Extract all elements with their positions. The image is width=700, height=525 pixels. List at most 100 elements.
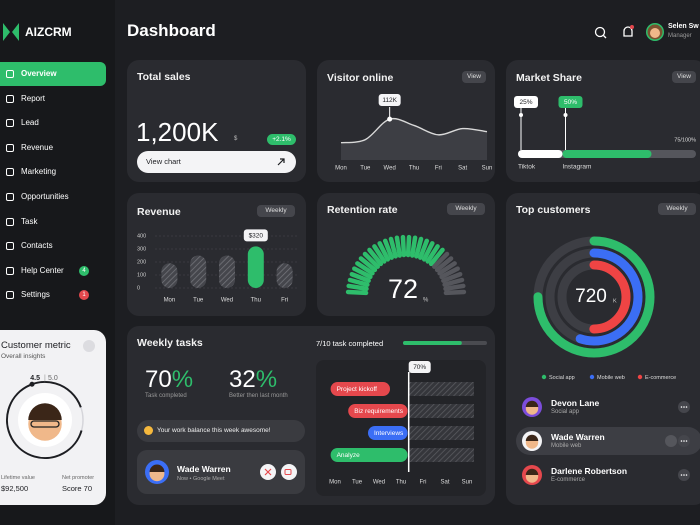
gauge-segment (441, 271, 463, 283)
metric-title: Customer metric (1, 340, 71, 351)
nav-item[interactable]: Task (0, 210, 106, 234)
header-icons (594, 23, 664, 41)
gauge-segment (442, 277, 465, 287)
sales-unit: $ (234, 136, 238, 142)
x-tick-label: Mon (329, 480, 341, 486)
nav-label: Settings (21, 290, 50, 300)
gauge-segment (410, 235, 418, 258)
x-tick-label: Mon (164, 298, 176, 304)
x-tick-label: Sat (458, 166, 467, 172)
period-button[interactable]: Weekly (447, 203, 485, 215)
menu-dot (685, 406, 688, 408)
y-tick-label: 400 (137, 233, 146, 239)
nav-item[interactable]: Lead (0, 111, 106, 135)
nav-item[interactable]: Contacts (0, 234, 106, 258)
share-value-label: 50% (564, 99, 577, 106)
ring-arc (533, 236, 655, 358)
gantt-label: Project kickoff (337, 386, 378, 393)
card-title: Revenue (137, 206, 181, 218)
stat-figure: 32% (229, 366, 277, 394)
meeting-name: Wade Warren (177, 464, 231, 474)
menu-dot (683, 474, 685, 476)
nav-label: Task (21, 216, 38, 226)
rating-dot (29, 381, 35, 387)
stat-label: Task completed (145, 393, 187, 399)
total-sales-card: Total sales 1,200K $ +2.1% View chart (127, 60, 306, 182)
label-pill (378, 94, 401, 106)
view-button[interactable]: View (672, 71, 696, 83)
share-value-label: 25% (519, 99, 532, 106)
user-name: Selen Sw (668, 23, 699, 30)
nav-icon (6, 168, 14, 177)
avatar-hair (525, 434, 539, 441)
gauge-segment (421, 241, 435, 262)
share-badge (558, 96, 583, 108)
gantt-label: Analyze (337, 452, 361, 459)
gauge-segment (355, 261, 375, 276)
stat-unit: % (255, 366, 278, 393)
view-chart-button[interactable]: View chart (137, 151, 296, 173)
menu-dot (680, 474, 683, 476)
legend-dot (637, 374, 643, 380)
x-tick-label: Tue (360, 166, 371, 172)
gantt-remaining (408, 426, 474, 440)
period-button[interactable]: Weekly (257, 205, 295, 217)
legend-label: Social app (549, 375, 575, 381)
nav-item[interactable]: Marketing (0, 160, 106, 184)
nav-label: Opportunities (21, 192, 69, 201)
gauge-segment (367, 247, 384, 267)
nav-label: Lead (21, 118, 39, 128)
x-tick-label: Fri (435, 166, 442, 172)
nav-item[interactable]: Revenue (0, 136, 106, 160)
market-chart: 25% Tiktok 50% Instagram 75/100% (514, 96, 696, 171)
gauge-segment (400, 234, 407, 258)
card-title: Retention rate (327, 204, 398, 216)
nav-item[interactable]: Overview (0, 62, 106, 86)
gauge-segment (382, 238, 394, 260)
nav-badge: 4 (79, 265, 89, 276)
visitor-card: Visitor online View Mon Tue Wed Thu Fri Sat Su… (317, 60, 495, 182)
rating-max: 5.0 (48, 375, 58, 382)
arrow-path (277, 158, 285, 166)
period-button[interactable]: Weekly (658, 203, 696, 215)
customer-action[interactable] (665, 435, 677, 447)
view-button[interactable]: View (462, 71, 486, 83)
y-tick-label: 100 (137, 272, 146, 278)
x-tick-label: Sun (482, 166, 493, 172)
metric-arrow[interactable] (83, 340, 95, 352)
stat-value: $92,500 (1, 484, 29, 493)
search-icon[interactable] (594, 26, 606, 38)
brand: AIZCRM (25, 25, 72, 39)
gauge-segment (439, 266, 460, 280)
card-title: Market Share (516, 72, 582, 84)
value-label: $320 (249, 233, 264, 240)
nav-item[interactable]: Opportunities (0, 185, 106, 209)
nav-item[interactable]: Report (0, 87, 106, 111)
video-button[interactable] (281, 464, 297, 480)
value-label: 112K (382, 97, 397, 104)
customer-source: E-commerce (551, 477, 586, 483)
nav-item[interactable]: Help Center 4 (0, 259, 106, 283)
retention-card: Retention rate Weekly 72% (317, 193, 495, 316)
nav-item[interactable]: Settings 1 (0, 283, 106, 307)
nav-label: Revenue (21, 142, 54, 152)
stat-unit: % (171, 366, 194, 393)
stat-label: Better then last month (229, 393, 288, 399)
stat-figure: 70% (145, 366, 193, 394)
share-name: Instagram (563, 164, 592, 171)
bell-icon[interactable] (623, 26, 633, 37)
bar (247, 246, 264, 288)
legend-label: E-commerce (645, 375, 676, 381)
meeting-graphics (145, 460, 297, 484)
ring-arc (545, 248, 643, 346)
gauge-segment (418, 238, 430, 260)
nav-icon (6, 70, 14, 78)
bell-dot (630, 25, 634, 29)
share-segment (518, 150, 563, 158)
customer-highlight (516, 427, 700, 455)
nav-label: Help Center (21, 265, 64, 275)
gauge-segment (443, 289, 467, 296)
rating-sep: | (44, 375, 46, 382)
nav-icon (6, 291, 14, 300)
customer-name: Darlene Robertson (551, 466, 628, 476)
